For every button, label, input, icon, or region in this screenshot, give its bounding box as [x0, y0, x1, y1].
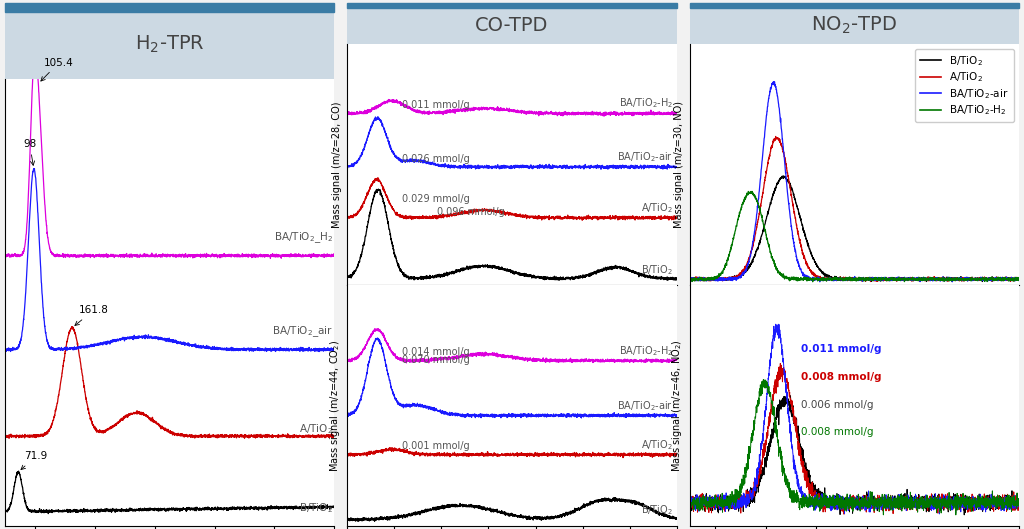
Text: B/TiO$_2$: B/TiO$_2$	[299, 501, 333, 515]
Text: BA/TiO$_2$-H$_2$: BA/TiO$_2$-H$_2$	[620, 96, 674, 110]
Y-axis label: Mass signal (m/z=44, CO$_2$): Mass signal (m/z=44, CO$_2$)	[328, 340, 342, 472]
Text: A/TiO$_2$: A/TiO$_2$	[641, 202, 674, 215]
Text: BA/TiO$_2$-H$_2$: BA/TiO$_2$-H$_2$	[620, 344, 674, 358]
Text: 0.029 mmol/g: 0.029 mmol/g	[401, 195, 469, 204]
Text: 0.011 mmol/g: 0.011 mmol/g	[401, 101, 469, 111]
Text: 0.096 mmol/g: 0.096 mmol/g	[437, 207, 505, 217]
Text: 0.011 mmol/g: 0.011 mmol/g	[801, 344, 882, 354]
Text: 0.014 mmol/g: 0.014 mmol/g	[401, 348, 469, 358]
Y-axis label: Mass signal (m/z=46, NO$_2$): Mass signal (m/z=46, NO$_2$)	[670, 339, 684, 472]
Text: H$_2$-TPR: H$_2$-TPR	[135, 34, 205, 55]
Text: NO$_2$-TPD: NO$_2$-TPD	[811, 15, 897, 36]
Text: BA/TiO$_2$_H$_2$: BA/TiO$_2$_H$_2$	[274, 230, 333, 245]
Text: BA/TiO$_2$-air: BA/TiO$_2$-air	[617, 151, 674, 165]
Text: CO-TPD: CO-TPD	[475, 16, 549, 35]
Text: 0.070 mmol/g: 0.070 mmol/g	[401, 355, 469, 366]
Text: 0.001 mmol/g: 0.001 mmol/g	[401, 441, 469, 451]
Text: A/TiO$_2$: A/TiO$_2$	[641, 438, 674, 452]
Bar	[690, 3, 1019, 7]
Text: 105.4: 105.4	[41, 58, 74, 81]
Text: BA/TiO$_2$-air: BA/TiO$_2$-air	[617, 399, 674, 413]
Text: B/TiO$_2$: B/TiO$_2$	[641, 504, 674, 517]
Bar	[347, 3, 677, 7]
Bar	[5, 3, 334, 12]
Text: 71.9: 71.9	[22, 451, 47, 470]
Text: 0.026 mmol/g: 0.026 mmol/g	[401, 154, 469, 164]
Y-axis label: Mass signal (m/z=28, CO): Mass signal (m/z=28, CO)	[332, 101, 342, 227]
Text: 0.006 mmol/g: 0.006 mmol/g	[801, 400, 873, 409]
Y-axis label: Mass signal (m/z=30, NO): Mass signal (m/z=30, NO)	[674, 101, 684, 228]
Text: 0.008 mmol/g: 0.008 mmol/g	[801, 427, 873, 437]
Text: A/TiO$_2$: A/TiO$_2$	[299, 422, 333, 436]
Text: 98: 98	[24, 139, 36, 165]
Text: BA/TiO$_2$_air: BA/TiO$_2$_air	[272, 324, 333, 339]
Text: B/TiO$_2$: B/TiO$_2$	[641, 263, 674, 277]
Text: 161.8: 161.8	[75, 305, 109, 325]
Text: 0.008 mmol/g: 0.008 mmol/g	[801, 372, 882, 382]
Legend: B/TiO$_2$, A/TiO$_2$, BA/TiO$_2$-air, BA/TiO$_2$-H$_2$: B/TiO$_2$, A/TiO$_2$, BA/TiO$_2$-air, BA…	[914, 49, 1014, 122]
